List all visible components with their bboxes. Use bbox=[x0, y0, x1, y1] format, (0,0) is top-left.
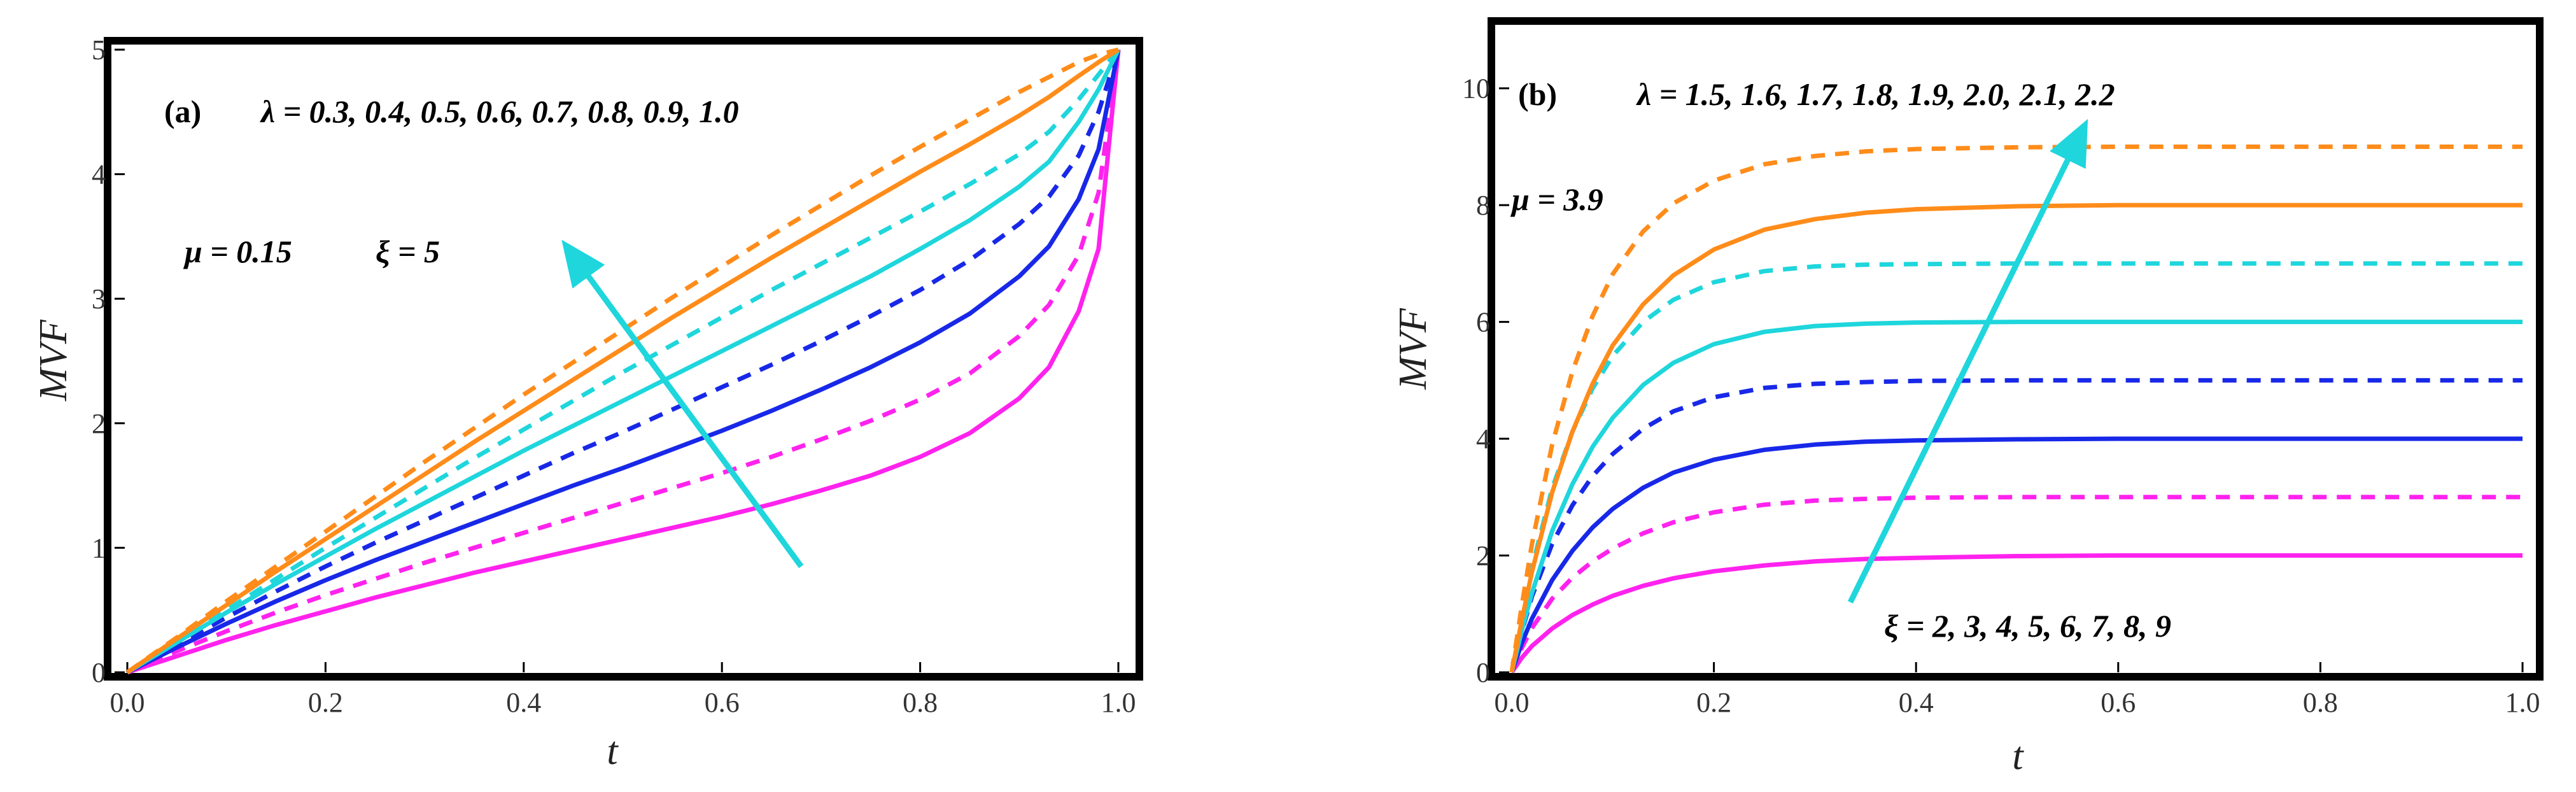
panel-a-series-8-line bbox=[125, 47, 1119, 674]
panel-b-xtick-label: 0.2 bbox=[1696, 687, 1731, 718]
panel-a-series-4-line bbox=[126, 48, 1121, 675]
panel-a-mu-annotation: μ = 0.15 bbox=[183, 234, 292, 269]
panel-a-xtick-label: 1.0 bbox=[1101, 687, 1136, 718]
panel-b-ylabel: MVF bbox=[1391, 308, 1435, 390]
panel-a-series-7-line bbox=[126, 48, 1120, 674]
panel-b-ytick-label: 2 bbox=[1476, 541, 1490, 572]
panel-a-ytick-label: 0 bbox=[92, 657, 106, 688]
panel-a-xtick-label: 0.0 bbox=[110, 687, 145, 718]
panel-b-xtick-label: 0.0 bbox=[1495, 687, 1530, 718]
panel-a-series-1-line bbox=[126, 49, 1121, 675]
panel-b-ytick-label: 8 bbox=[1476, 190, 1490, 221]
panel-b-xi-annotation: ξ = 2, 3, 4, 5, 6, 7, 8, 9 bbox=[1884, 608, 2171, 644]
panel-a-xtick-label: 0.6 bbox=[705, 687, 740, 718]
panel-a-xtick-label: 0.2 bbox=[308, 687, 343, 718]
panel-a-ytick-label: 3 bbox=[92, 283, 106, 315]
panel-a-xtick-label: 0.8 bbox=[903, 687, 938, 718]
panel-a-lambda-annotation: λ = 0.3, 0.4, 0.5, 0.6, 0.7, 0.8, 0.9, 1… bbox=[260, 94, 739, 129]
panel-a-ylabel: MVF bbox=[32, 319, 75, 402]
panel-a-ytick-label: 4 bbox=[92, 159, 106, 190]
panel-b-xlabel: t bbox=[2012, 735, 2024, 778]
panel-b-ytick-label: 10 bbox=[1462, 73, 1490, 104]
panel-b-series-5-line bbox=[1509, 320, 2523, 673]
panel-b-series-1-line bbox=[1510, 553, 2523, 674]
panel-b-xtick-label: 1.0 bbox=[2505, 687, 2540, 718]
panel-a-series bbox=[125, 47, 1121, 675]
panel-a-series-5-line bbox=[126, 48, 1121, 674]
panel-b-lambda-annotation: λ = 1.5, 1.6, 1.7, 1.8, 1.9, 2.0, 2.1, 2… bbox=[1636, 76, 2115, 112]
panel-b: 0.0 0.2 0.4 0.6 0.8 1.0 0 2 4 6 8 10 (b) λ = 1.5, 1… bbox=[1391, 17, 2544, 778]
panel-b-xtick-label: 0.6 bbox=[2101, 687, 2136, 718]
panel-b-ytick-label: 0 bbox=[1476, 657, 1490, 688]
panel-a-label: (a) bbox=[164, 94, 201, 129]
panel-b-frame bbox=[1488, 17, 2544, 681]
panel-b-ytick-label: 4 bbox=[1476, 423, 1490, 455]
panel-b-series-2-line bbox=[1509, 495, 2523, 674]
panel-b-ytick-label: 6 bbox=[1476, 307, 1490, 338]
panel-b-series-4-line bbox=[1509, 378, 2523, 673]
panel-b-series-7-line bbox=[1509, 202, 2523, 673]
panel-b-series-3-line bbox=[1509, 436, 2523, 674]
panel-b-xtick-label: 0.8 bbox=[2303, 687, 2338, 718]
panel-b-series-8-line bbox=[1509, 145, 2523, 673]
panel-a-series-2-line bbox=[126, 49, 1121, 675]
panel-b-ticks: 0.0 0.2 0.4 0.6 0.8 1.0 0 2 4 6 8 10 bbox=[1462, 73, 2540, 718]
panel-b-mu-annotation: μ = 3.9 bbox=[1510, 181, 1603, 217]
panel-b-xtick-label: 0.4 bbox=[1899, 687, 1934, 718]
panel-a-series-3-line bbox=[126, 49, 1121, 675]
panel-a-ytick-label: 5 bbox=[92, 34, 106, 66]
panel-b-arrow bbox=[1847, 118, 2088, 604]
panel-a: 0.0 0.2 0.4 0.6 0.8 1.0 0 1 2 3 4 5 (a) λ = 0.3, 0.… bbox=[32, 34, 1143, 773]
panel-a-arrow bbox=[561, 239, 804, 569]
panel-a-ticks: 0.0 0.2 0.4 0.6 0.8 1.0 0 1 2 3 4 5 bbox=[92, 34, 1136, 718]
panel-a-series-6-line bbox=[126, 48, 1120, 674]
panel-a-xtick-label: 0.4 bbox=[506, 687, 541, 718]
panel-a-ytick-label: 1 bbox=[92, 532, 106, 563]
panel-a-xlabel: t bbox=[607, 730, 619, 773]
panel-a-xi-annotation: ξ = 5 bbox=[376, 234, 440, 269]
panel-b-label: (b) bbox=[1518, 76, 1557, 112]
panel-a-ytick-label: 2 bbox=[92, 408, 106, 439]
panel-b-series bbox=[1509, 145, 2523, 674]
